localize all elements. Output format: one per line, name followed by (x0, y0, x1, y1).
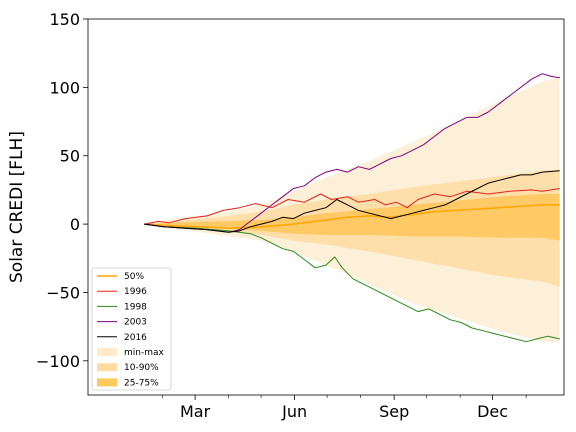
legend-label-2003: 2003 (124, 318, 147, 328)
series-line-2016 (144, 170, 560, 233)
legend-swatch-10-90 (97, 363, 117, 372)
legend-label-1998: 1998 (124, 302, 147, 312)
series-layer (144, 73, 560, 343)
legend-label-10-90: 10-90% (124, 363, 159, 373)
series-line-1998 (144, 223, 560, 343)
legend: 50% 1996 1998 2003 2016 min-max 10-90% 25-75% (91, 267, 172, 391)
y-tick-label: −50 (46, 283, 80, 302)
legend-swatch-min-max (97, 348, 117, 356)
series-line-50 (144, 204, 560, 229)
series-line-2003 (144, 73, 560, 233)
y-tick-label: 50 (60, 147, 80, 166)
legend-label-25-75: 25-75% (124, 378, 159, 388)
legend-frame (91, 267, 172, 391)
x-tick-label-dec: Dec (477, 402, 508, 421)
x-tick-label-mar: Mar (180, 402, 211, 421)
x-axis: Mar Jun Sep Dec (162, 395, 527, 421)
legend-label-50: 50% (124, 272, 144, 282)
legend-label-2016: 2016 (124, 333, 147, 343)
y-tick-label: 0 (70, 215, 80, 234)
y-tick-label: 100 (49, 78, 80, 97)
x-tick-label-sep: Sep (379, 402, 409, 421)
plot-frame (87, 18, 565, 396)
legend-label-min-max: min-max (124, 348, 165, 358)
series-line-1996 (144, 188, 560, 225)
x-tick-label-jun: Jun (281, 402, 307, 421)
y-axis: −100 −50 0 50 100 150 (36, 10, 88, 371)
band-layer (144, 76, 560, 342)
y-tick-label: −100 (36, 352, 80, 371)
legend-swatch-25-75 (97, 378, 117, 387)
y-tick-label: 150 (49, 10, 80, 29)
y-axis-label: Solar CREDI [FLH] (7, 131, 27, 283)
legend-label-1996: 1996 (124, 287, 147, 297)
